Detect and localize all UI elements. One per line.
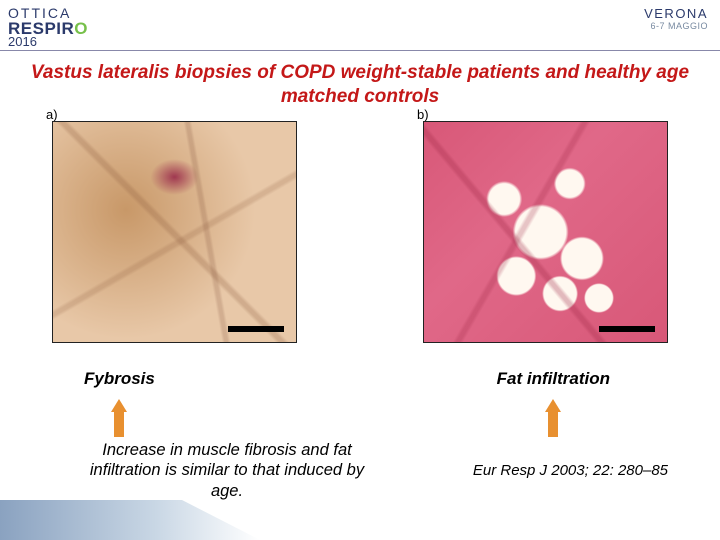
fibrosis-label: Fybrosis bbox=[84, 369, 155, 389]
footer-decoration bbox=[0, 500, 260, 540]
panel-a: a) bbox=[52, 121, 297, 343]
scale-bar-b bbox=[599, 326, 655, 332]
fat-infiltration-label: Fat infiltration bbox=[497, 369, 610, 389]
scale-bar-a bbox=[228, 326, 284, 332]
date-label: 6-7 MAGGIO bbox=[644, 21, 708, 31]
fat-label-group: Fat infiltration bbox=[497, 369, 610, 412]
bottom-row: Increase in muscle fibrosis and fat infi… bbox=[0, 412, 720, 502]
arrow-up-icon bbox=[111, 399, 127, 412]
slide-title: Vastus lateralis biopsies of COPD weight… bbox=[0, 51, 720, 115]
conclusion-text: Increase in muscle fibrosis and fat infi… bbox=[82, 440, 372, 502]
histology-image-fat bbox=[423, 121, 668, 343]
panel-b-label: b) bbox=[417, 107, 429, 122]
panel-b: b) bbox=[423, 121, 668, 343]
fibrosis-label-group: Fybrosis bbox=[84, 369, 155, 412]
logo-line1: OTTICA bbox=[8, 6, 88, 20]
arrow-up-icon bbox=[545, 399, 561, 412]
panel-a-label: a) bbox=[46, 107, 58, 122]
arrow-labels-row: Fybrosis Fat infiltration bbox=[0, 343, 720, 412]
logo-year: 2016 bbox=[8, 35, 88, 48]
citation-text: Eur Resp J 2003; 22: 280–85 bbox=[473, 462, 668, 479]
city-label: VERONA bbox=[644, 6, 708, 21]
slide-header: OTTICA RESPIRO 2016 VERONA 6-7 MAGGIO bbox=[0, 0, 720, 51]
header-location: VERONA 6-7 MAGGIO bbox=[644, 6, 708, 31]
histology-images-row: a) b) bbox=[0, 115, 720, 343]
histology-image-fibrosis bbox=[52, 121, 297, 343]
event-logo: OTTICA RESPIRO 2016 bbox=[8, 6, 88, 48]
